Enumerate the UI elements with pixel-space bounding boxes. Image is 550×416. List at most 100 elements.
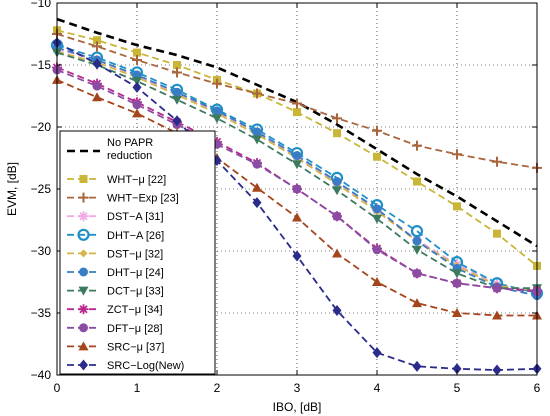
series-9-point-5 — [252, 159, 262, 169]
x-tick-label-4: 4 — [374, 381, 381, 395]
x-tick-label-0: 0 — [54, 381, 61, 395]
x-tick-label-2: 2 — [214, 381, 221, 395]
legend-marker-7 — [78, 286, 89, 296]
series-9-point-6 — [292, 184, 302, 194]
legend-marker-5 — [79, 249, 88, 258]
series-11-point-6 — [292, 250, 302, 262]
legend-marker-3 — [78, 211, 89, 222]
series-10-point-8 — [372, 277, 382, 286]
x-tick-label-1: 1 — [134, 381, 141, 395]
series-1-point-10 — [453, 202, 461, 211]
series-9-point-2 — [132, 100, 142, 110]
legend-label-0: No PAPR reduction — [107, 137, 153, 162]
series-2-point-10 — [452, 149, 462, 160]
series-2-point-8 — [372, 125, 382, 136]
legend-label-6: DHT−μ [24] — [107, 267, 164, 279]
legend-marker-8 — [78, 304, 89, 315]
series-7-point-8 — [372, 214, 382, 224]
series-11-point-2 — [132, 81, 142, 93]
series-9-point-11 — [492, 283, 502, 293]
series-9-point-10 — [452, 278, 462, 288]
series-6-point-8 — [372, 204, 382, 214]
y-tick-label-5: −35 — [31, 306, 52, 320]
legend-entry-11: SRC−Log(New) — [67, 359, 184, 372]
series-10-point-1 — [92, 92, 102, 102]
series-7-point-4 — [212, 114, 222, 124]
series-7-point-10 — [452, 269, 462, 279]
series-10-point-11 — [492, 310, 502, 320]
y-tick-label-0: −10 — [31, 0, 52, 10]
legend-marker-4 — [77, 228, 90, 241]
series-10-point-2 — [132, 108, 142, 118]
legend-marker-2 — [78, 192, 89, 203]
series-1-point-9 — [413, 177, 421, 186]
legend: No PAPR reduction WHT−μ [22] WHT−Exp [23] DS… — [59, 130, 216, 375]
series-2-point-2 — [132, 55, 142, 66]
legend-entry-3: DST−A [31] — [67, 211, 164, 223]
legend-entry-5: DST−μ [32] — [67, 248, 163, 260]
y-axis-label: EVM, [dB] — [5, 162, 19, 216]
series-2-point-1 — [92, 41, 102, 52]
legend-marker-6 — [79, 267, 88, 277]
legend-label-4: DHT−A [26] — [107, 230, 164, 242]
series-1-point-2 — [133, 48, 141, 57]
legend-label-9: DFT−μ [28] — [107, 323, 163, 335]
series-1-point-8 — [373, 152, 381, 161]
y-tick-label-4: −30 — [31, 244, 52, 258]
legend-entry-9: DFT−μ [28] — [67, 323, 163, 335]
series-10-point-7 — [332, 248, 342, 258]
series-7-point-2 — [132, 77, 142, 87]
series-7-point-5 — [252, 135, 262, 145]
series-9-point-9 — [412, 268, 422, 278]
series-9-point-1 — [92, 81, 102, 91]
legend-label-5: DST−μ [32] — [107, 248, 163, 260]
legend-entry-6: DHT−μ [24] — [67, 267, 164, 279]
legend-label-8: ZCT−μ [34] — [107, 304, 163, 316]
legend-marker-11 — [79, 359, 88, 371]
legend-entry-2: WHT−Exp [23] — [67, 192, 179, 205]
legend-entry-7: DCT−μ [33] — [67, 286, 164, 298]
legend-marker-1 — [79, 175, 88, 183]
legend-label-2: WHT−Exp [23] — [107, 193, 179, 205]
series-2-point-7 — [332, 113, 342, 124]
legend-label-7: DCT−μ [33] — [107, 286, 164, 298]
series-7-point-9 — [412, 245, 422, 255]
series-11-point-11 — [492, 364, 502, 376]
series-10-point-10 — [452, 308, 462, 317]
x-axis-label: IBO, [dB] — [273, 400, 322, 414]
series-11-point-8 — [372, 347, 382, 359]
legend-label-1: WHT−μ [22] — [107, 174, 166, 186]
series-9-point-8 — [372, 245, 382, 255]
legend-marker-9 — [79, 323, 88, 333]
series-11-point-9 — [412, 360, 422, 372]
series-6-point-3 — [172, 87, 182, 97]
x-tick-label-5: 5 — [454, 381, 461, 395]
series-7-point-7 — [332, 186, 342, 196]
series-2-point-3 — [172, 67, 182, 78]
series-10-point-6 — [292, 212, 302, 222]
series-2-point-4 — [212, 78, 222, 89]
legend-entry-8: ZCT−μ [34] — [67, 304, 163, 316]
series-6-point-9 — [412, 236, 422, 246]
legend-entry-1: WHT−μ [22] — [67, 174, 166, 186]
series-2-point-5 — [252, 88, 262, 99]
series-10-point-9 — [412, 298, 422, 308]
series-7-point-3 — [172, 95, 182, 105]
legend-marker-10 — [78, 341, 89, 351]
series-2-point-6 — [292, 98, 302, 109]
series-9-point-7 — [332, 211, 342, 221]
series-1-point-1 — [93, 36, 101, 45]
series-1-point-11 — [493, 229, 501, 238]
series-1-point-7 — [333, 129, 341, 138]
series-2-point-9 — [412, 140, 422, 151]
series-6-point-4 — [212, 106, 222, 116]
legend-label-10: SRC−μ [37] — [107, 341, 164, 353]
legend-label-11: SRC−Log(New) — [107, 360, 184, 372]
series-11-point-10 — [452, 363, 462, 375]
x-tick-label-3: 3 — [294, 381, 301, 395]
series-11-point-3 — [172, 115, 182, 127]
series-6-point-6 — [292, 151, 302, 161]
series-11-point-1 — [92, 58, 102, 70]
series-4-point-9 — [410, 225, 424, 238]
